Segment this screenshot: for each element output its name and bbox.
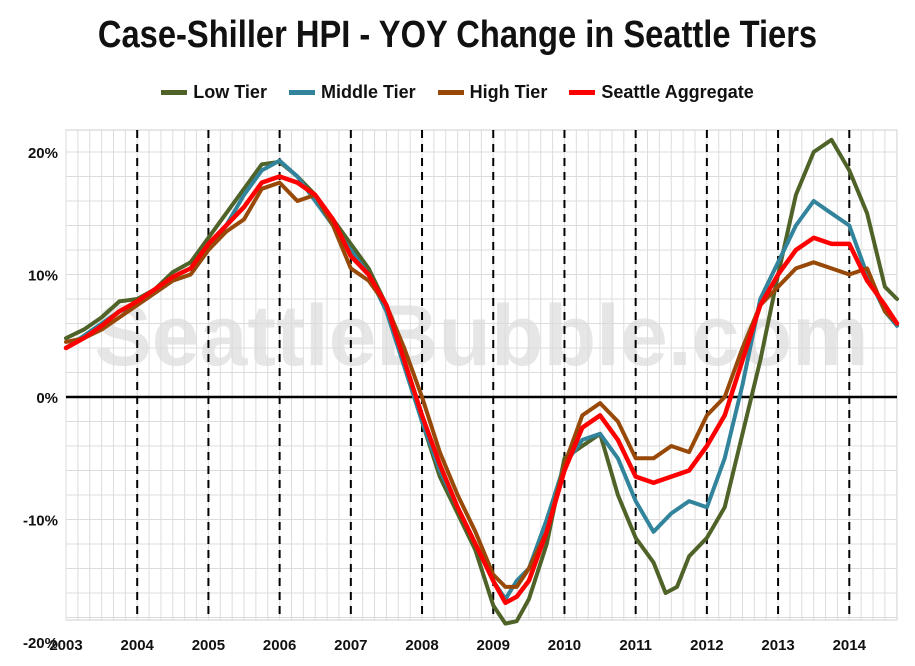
- y-tick-label: 0%: [36, 390, 58, 407]
- series-line-low-tier: [64, 137, 899, 626]
- x-tick-label: 2012: [690, 637, 723, 654]
- y-tick-label: -20%: [23, 635, 58, 652]
- x-tick-label: 2006: [263, 637, 296, 654]
- x-tick-label: 2007: [334, 637, 367, 654]
- legend: Low Tier Middle Tier High Tier Seattle Aggr…: [0, 82, 915, 103]
- chart-title: Case-Shiller HPI - YOY Change in Seattle…: [97, 14, 818, 56]
- legend-item-high-tier: High Tier: [437, 82, 548, 103]
- legend-swatch: [569, 90, 596, 95]
- legend-item-middle-tier: Middle Tier: [288, 82, 416, 103]
- x-tick-label: 2009: [477, 637, 510, 654]
- legend-item-seattle-aggregate: Seattle Aggregate: [569, 82, 754, 103]
- legend-label: Low Tier: [193, 82, 267, 102]
- x-tick-label: 2013: [761, 637, 794, 654]
- legend-swatch: [437, 90, 464, 95]
- x-tick-label: 2004: [121, 637, 155, 654]
- series-line-seattle-aggregate: [63, 174, 900, 606]
- x-tick-label: 2008: [405, 637, 438, 654]
- legend-label: Middle Tier: [320, 82, 416, 102]
- x-tick-label: 2010: [548, 637, 581, 654]
- x-tick-label: 2005: [192, 637, 225, 654]
- y-tick-label: -10%: [23, 513, 58, 530]
- legend-swatch: [288, 90, 315, 95]
- legend-label: High Tier: [469, 82, 548, 102]
- legend-swatch: [161, 90, 188, 95]
- x-tick-label: 2014: [833, 637, 867, 654]
- y-tick-label: 10%: [28, 268, 58, 285]
- x-tick-label: 2011: [619, 637, 652, 654]
- x-tick-label: 2003: [49, 637, 82, 654]
- legend-label: Seattle Aggregate: [601, 82, 754, 102]
- y-tick-label: 20%: [28, 145, 58, 162]
- legend-item-low-tier: Low Tier: [161, 82, 267, 103]
